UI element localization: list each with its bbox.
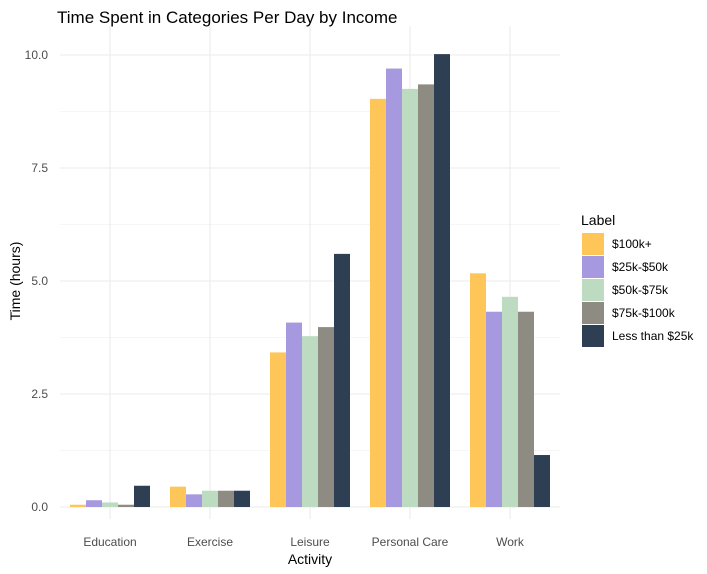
legend-swatch [582, 302, 604, 324]
y-tick-label: 7.5 [31, 161, 48, 175]
legend-swatch [582, 325, 604, 347]
x-tick-label: Work [496, 535, 525, 549]
bar [202, 490, 218, 507]
x-axis-title: Activity [288, 551, 332, 567]
bar [234, 490, 250, 507]
bar [434, 54, 450, 507]
bar [170, 486, 186, 507]
y-tick-label: 5.0 [31, 274, 48, 288]
bar [470, 273, 486, 507]
legend-title: Label [581, 212, 615, 228]
chart-title: Time Spent in Categories Per Day by Inco… [57, 8, 397, 27]
y-axis-ticks: 0.0 2.5 5.0 7.5 10.0 [25, 48, 49, 514]
legend-swatch [582, 256, 604, 278]
bar [102, 502, 118, 507]
bar [118, 504, 134, 507]
y-axis-title: Time (hours) [7, 242, 23, 321]
bar [318, 327, 334, 507]
legend-label: $100k+ [612, 237, 652, 251]
bar [218, 490, 234, 507]
x-tick-label: Leisure [290, 535, 330, 549]
bar [370, 98, 386, 508]
legend-label: $50k-$75k [612, 283, 669, 297]
bar [418, 84, 434, 507]
legend-label: $25k-$50k [612, 260, 669, 274]
bar [386, 68, 402, 507]
bar [86, 500, 102, 507]
bar [286, 322, 302, 507]
bar [402, 88, 418, 508]
bar [486, 311, 502, 507]
x-tick-label: Personal Care [372, 535, 449, 549]
bar [518, 311, 534, 507]
bar [70, 504, 86, 507]
y-tick-label: 2.5 [31, 387, 48, 401]
bar [134, 485, 150, 507]
bar [334, 253, 350, 507]
legend-swatch [582, 233, 604, 255]
x-axis-ticks: Education Exercise Leisure Personal Care Wor… [83, 535, 525, 549]
x-tick-label: Exercise [187, 535, 233, 549]
y-tick-label: 0.0 [31, 500, 48, 514]
legend-label: Less than $25k [612, 329, 694, 343]
legend-swatch [582, 279, 604, 301]
y-tick-label: 10.0 [25, 48, 49, 62]
bar [270, 352, 286, 507]
legend-label: $75k-$100k [612, 306, 676, 320]
bar [502, 296, 518, 507]
bar [534, 455, 550, 507]
bar [302, 336, 318, 507]
x-tick-label: Education [83, 535, 136, 549]
bars [70, 54, 550, 508]
legend: Label $100k+ $25k-$50k $50k-$75k $75k-$100k… [581, 212, 694, 347]
bar [186, 494, 202, 507]
